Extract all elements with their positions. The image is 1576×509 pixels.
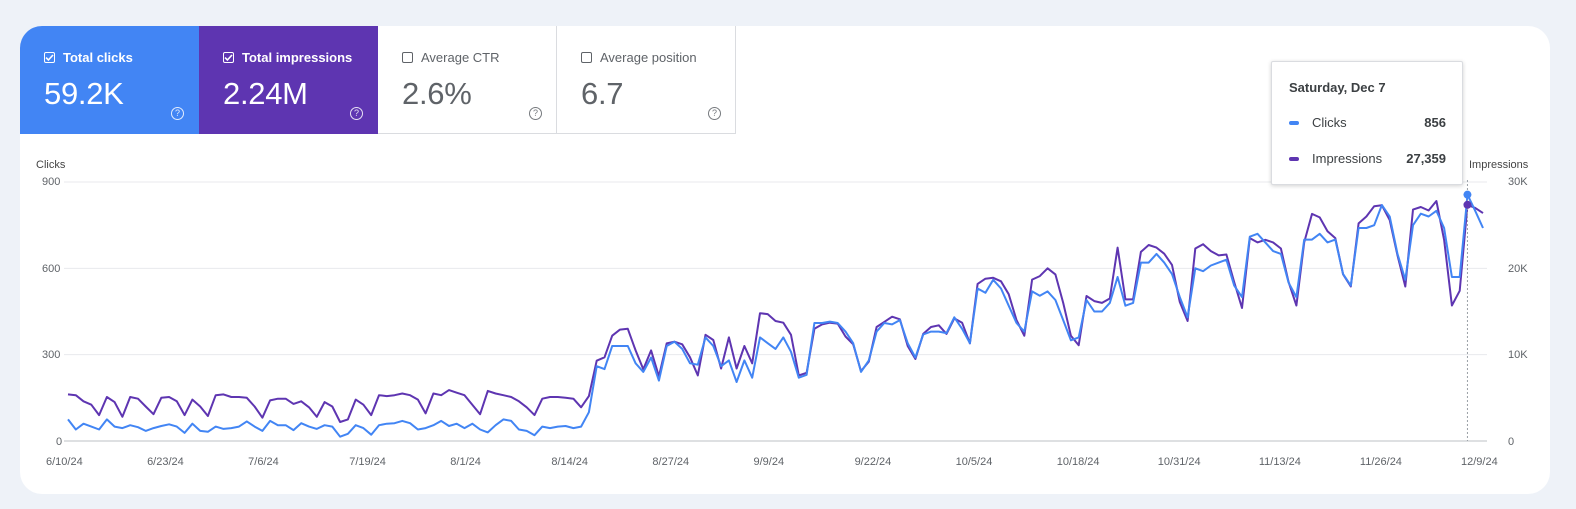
left-y-tick: 900 bbox=[42, 176, 61, 188]
impressions-swatch bbox=[1289, 157, 1299, 161]
total-impressions-checkbox[interactable] bbox=[223, 52, 234, 63]
left-axis-title: Clicks bbox=[36, 159, 66, 171]
average-position-tab[interactable]: Average position 6.7 ? bbox=[557, 26, 736, 134]
right-y-tick: 0 bbox=[1508, 436, 1515, 448]
x-tick: 6/23/24 bbox=[147, 456, 184, 468]
tooltip-impressions-label: Impressions bbox=[1312, 151, 1383, 166]
tooltip-impressions-row: Impressions 27,359 bbox=[1289, 151, 1446, 169]
clicks-line bbox=[67, 193, 1484, 438]
x-tick: 12/9/24 bbox=[1461, 456, 1498, 468]
total-impressions-tab[interactable]: Total impressions 2.24M ? bbox=[199, 26, 378, 134]
total-clicks-tab[interactable]: Total clicks 59.2K ? bbox=[20, 26, 199, 134]
average-ctr-label: Average CTR bbox=[421, 50, 500, 65]
x-tick: 7/19/24 bbox=[349, 456, 386, 468]
x-tick: 11/26/24 bbox=[1359, 456, 1402, 468]
tooltip-date: Saturday, Dec 7 bbox=[1289, 80, 1386, 95]
average-position-checkbox[interactable] bbox=[581, 52, 592, 63]
x-tick: 10/18/24 bbox=[1056, 456, 1100, 468]
help-icon[interactable]: ? bbox=[529, 107, 542, 120]
right-y-tick: 30K bbox=[1508, 176, 1528, 188]
total-impressions-label: Total impressions bbox=[242, 50, 353, 65]
help-icon[interactable]: ? bbox=[708, 107, 721, 120]
total-clicks-label: Total clicks bbox=[63, 50, 133, 65]
metric-tabs: Total clicks 59.2K ? Total impressions 2… bbox=[20, 26, 736, 134]
right-y-tick: 10K bbox=[1508, 349, 1528, 361]
tooltip-clicks-label: Clicks bbox=[1312, 115, 1347, 130]
clicks-hover-point bbox=[1463, 190, 1472, 199]
x-tick: 6/10/24 bbox=[46, 456, 83, 468]
clicks-swatch bbox=[1289, 121, 1299, 125]
left-y-tick: 600 bbox=[42, 263, 61, 275]
tooltip-clicks-row: Clicks 856 bbox=[1289, 115, 1446, 133]
x-tick: 10/31/24 bbox=[1157, 456, 1201, 468]
average-ctr-checkbox[interactable] bbox=[402, 52, 413, 63]
left-y-tick: 0 bbox=[56, 436, 63, 448]
total-clicks-checkbox[interactable] bbox=[44, 52, 55, 63]
average-ctr-tab[interactable]: Average CTR 2.6% ? bbox=[378, 26, 557, 134]
x-tick: 10/5/24 bbox=[955, 456, 993, 468]
average-position-value: 6.7 bbox=[581, 76, 624, 111]
x-tick: 9/22/24 bbox=[854, 456, 892, 468]
hover-tooltip: Saturday, Dec 7 Clicks 856 Impressions 2… bbox=[1271, 61, 1463, 185]
tooltip-clicks-value: 856 bbox=[1424, 115, 1446, 130]
help-icon[interactable]: ? bbox=[171, 107, 184, 120]
x-tick: 8/27/24 bbox=[652, 456, 690, 468]
right-y-tick: 20K bbox=[1508, 263, 1528, 275]
performance-chart-card: Total clicks 59.2K ? Total impressions 2… bbox=[20, 26, 1550, 494]
right-axis-title: Impressions bbox=[1469, 159, 1529, 171]
total-impressions-value: 2.24M bbox=[223, 76, 308, 111]
x-tick: 8/14/24 bbox=[551, 456, 589, 468]
x-tick: 7/6/24 bbox=[248, 456, 279, 468]
average-position-label: Average position bbox=[600, 50, 697, 65]
tooltip-impressions-value: 27,359 bbox=[1406, 151, 1446, 166]
x-tick: 9/9/24 bbox=[753, 456, 785, 468]
x-tick: 8/1/24 bbox=[450, 456, 481, 468]
impressions-line bbox=[67, 200, 1484, 423]
x-tick: 11/13/24 bbox=[1258, 456, 1301, 468]
line-chart[interactable] bbox=[20, 26, 1550, 494]
impressions-hover-point bbox=[1463, 200, 1472, 209]
average-ctr-value: 2.6% bbox=[402, 76, 472, 111]
total-clicks-value: 59.2K bbox=[44, 76, 124, 111]
left-y-tick: 300 bbox=[42, 349, 61, 361]
help-icon[interactable]: ? bbox=[350, 107, 363, 120]
